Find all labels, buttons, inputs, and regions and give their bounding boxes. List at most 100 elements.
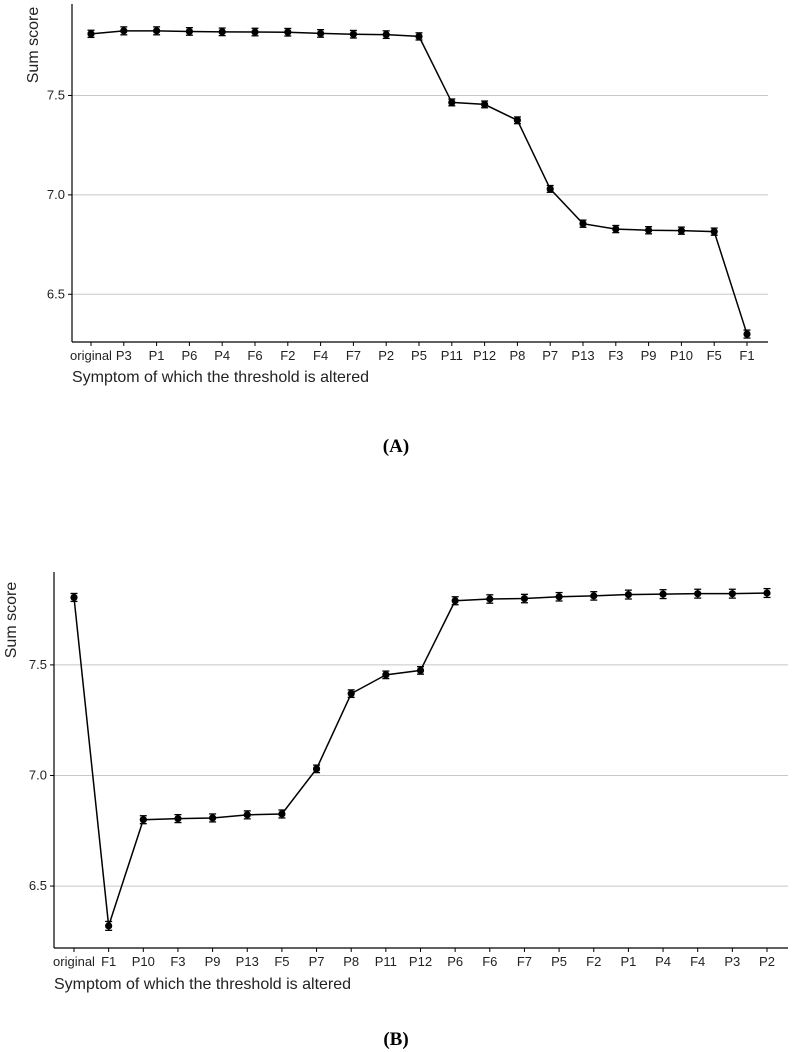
panel-a-x-tick-label: F1 (739, 348, 754, 363)
panel-a-series-line (90, 30, 748, 335)
panel-b-x-tick-label: original (53, 954, 95, 969)
panel-a-y-axis-title: Sum score (25, 7, 42, 84)
panel-b-data-point (139, 816, 147, 824)
panel-a-x-tick-label: P4 (214, 348, 230, 363)
panel-a-label: (A) (383, 436, 409, 457)
panel-a-x-tick-label: F7 (346, 348, 361, 363)
panel-b-data-point (555, 593, 563, 601)
panel-a-axes (68, 4, 768, 346)
panel-a-series (87, 26, 751, 339)
panel-a-x-tick-label: P3 (116, 348, 132, 363)
panel-b-x-tick-label: P13 (236, 954, 259, 969)
panel-b-axes (50, 572, 788, 952)
panel-b-x-tick-label: P11 (375, 954, 397, 969)
panel-b-gridlines (54, 664, 788, 887)
panel-a-x-tick-label: P5 (411, 348, 427, 363)
panel-a-x-tick-label: P1 (149, 348, 165, 363)
panel-b-data-point (70, 593, 78, 602)
panel-b-x-tick-label: P7 (309, 954, 325, 969)
panel-a-data-point (513, 116, 522, 124)
panel-b-x-axis-title: Symptom of which the threshold is altere… (54, 976, 351, 993)
panel-a-data-point (677, 227, 686, 235)
panel-a-x-tick-label: F6 (247, 348, 262, 363)
panel-b-x-tick-label: F2 (586, 954, 601, 969)
panel-a-data-point (251, 28, 259, 36)
panel-b-data-point (347, 690, 355, 698)
panel-b-data-point (209, 814, 217, 822)
panel-b-y-tick-label: 6.5 (29, 878, 47, 893)
panel-a-data-point (710, 228, 718, 236)
panel-b-x-tick-label: P10 (132, 954, 155, 969)
panel-a-data-point (546, 185, 554, 193)
panel-b-tick-labels: 6.5 7.0 7.5 original F1 P10 F3 P9 P13 F5 P7 P8 P11 P1… (29, 657, 775, 969)
panel-a-data-point (645, 226, 653, 234)
panel-a-data-point (415, 32, 423, 41)
panel-a-x-tick-label: P7 (542, 348, 558, 363)
panel-b-y-tick-label: 7.5 (29, 657, 47, 672)
panel-a-data-point (284, 28, 292, 36)
panel-a-data-point (743, 330, 751, 338)
panel-a-y-tick-label: 7.5 (47, 87, 65, 102)
panel-a-data-point (87, 30, 95, 38)
panel-a-data-point (120, 27, 128, 35)
panel-b-x-tick-label: P2 (759, 954, 775, 969)
panel-a-x-tick-label: original (70, 348, 112, 363)
panel-b-x-tick-label: F4 (690, 954, 705, 969)
panel-a-data-point (218, 28, 226, 36)
panel-b-y-axis-title: Sum score (3, 582, 20, 659)
panel-a-data-point (448, 98, 456, 107)
panel-b-data-point (624, 590, 633, 599)
panel-b-data-point (278, 810, 286, 818)
panel-b-data-point (105, 922, 113, 930)
panel-b-data-point (243, 811, 251, 819)
panel-a-y-tick-label: 6.5 (47, 286, 65, 301)
panel-b-x-tick-label: P6 (447, 954, 463, 969)
panel-a-x-tick-label: F2 (280, 348, 295, 363)
panel-a-x-tick-label: F4 (313, 348, 328, 363)
panel-b-x-tick-label: P8 (343, 954, 359, 969)
panel-a-x-tick-label: P12 (473, 348, 496, 363)
panel-b-x-tick-label: P9 (205, 954, 221, 969)
panel-a-x-tick-label: P2 (378, 348, 394, 363)
panel-a-x-tick-label: P10 (670, 348, 693, 363)
panel-b-x-tick-label: F3 (170, 954, 185, 969)
panel-b-data-point (659, 590, 667, 598)
panel-b-x-tick-label: F1 (101, 954, 116, 969)
panel-b-series-line (73, 592, 768, 927)
panel-a-x-tick-label: P8 (509, 348, 525, 363)
panel-b-y-tick-label: 7.0 (29, 767, 47, 782)
panel-b-x-tick-label: F7 (517, 954, 532, 969)
panel-b-data-point (590, 592, 598, 600)
panel-a-gridlines (72, 94, 768, 295)
panel-a-data-point (153, 27, 161, 35)
panel-a-tick-labels: 6.5 7.0 7.5 original P3 P1 P6 P4 F6 F2 F4 F7 P2 P5 P11… (47, 87, 755, 363)
panel-b-data-point (451, 597, 459, 605)
panel-a-x-tick-label: P6 (181, 348, 197, 363)
panel-b-data-point (728, 590, 736, 598)
panel-a-data-point (382, 31, 390, 39)
panel-a-x-axis-title: Symptom of which the threshold is altere… (72, 369, 369, 386)
panel-b-x-tick-label: P12 (409, 954, 432, 969)
panel-a-x-tick-label: F3 (608, 348, 623, 363)
panel-a-data-point (612, 225, 620, 233)
panel-a-data-point (349, 30, 357, 38)
chart-panel-a: 6.5 7.0 7.5 original P3 P1 P6 P4 F6 F2 F4 F7 P2 P5 P11… (25, 4, 768, 457)
panel-b-x-tick-label: P1 (620, 954, 636, 969)
panel-b-data-point (763, 589, 771, 597)
panel-b-data-point (416, 666, 425, 675)
panel-a-x-tick-label: P13 (571, 348, 594, 363)
panel-a-y-tick-label: 7.0 (47, 187, 65, 202)
panel-b-data-point (486, 595, 494, 603)
panel-b-series (70, 587, 771, 931)
panel-a-data-point (317, 29, 325, 38)
panel-a-x-tick-label: F5 (707, 348, 722, 363)
panel-b-x-tick-label: F6 (482, 954, 497, 969)
panel-b-x-tick-label: P4 (655, 954, 671, 969)
panel-a-data-point (185, 27, 193, 36)
panel-b-label: (B) (383, 1029, 408, 1050)
panel-b-data-point (694, 590, 702, 598)
chart-panel-b: 6.5 7.0 7.5 original F1 P10 F3 P9 P13 F5 P7 P8 P11 P1… (3, 572, 788, 1050)
panel-a-data-point (481, 100, 489, 109)
panel-b-x-tick-label: P3 (724, 954, 740, 969)
